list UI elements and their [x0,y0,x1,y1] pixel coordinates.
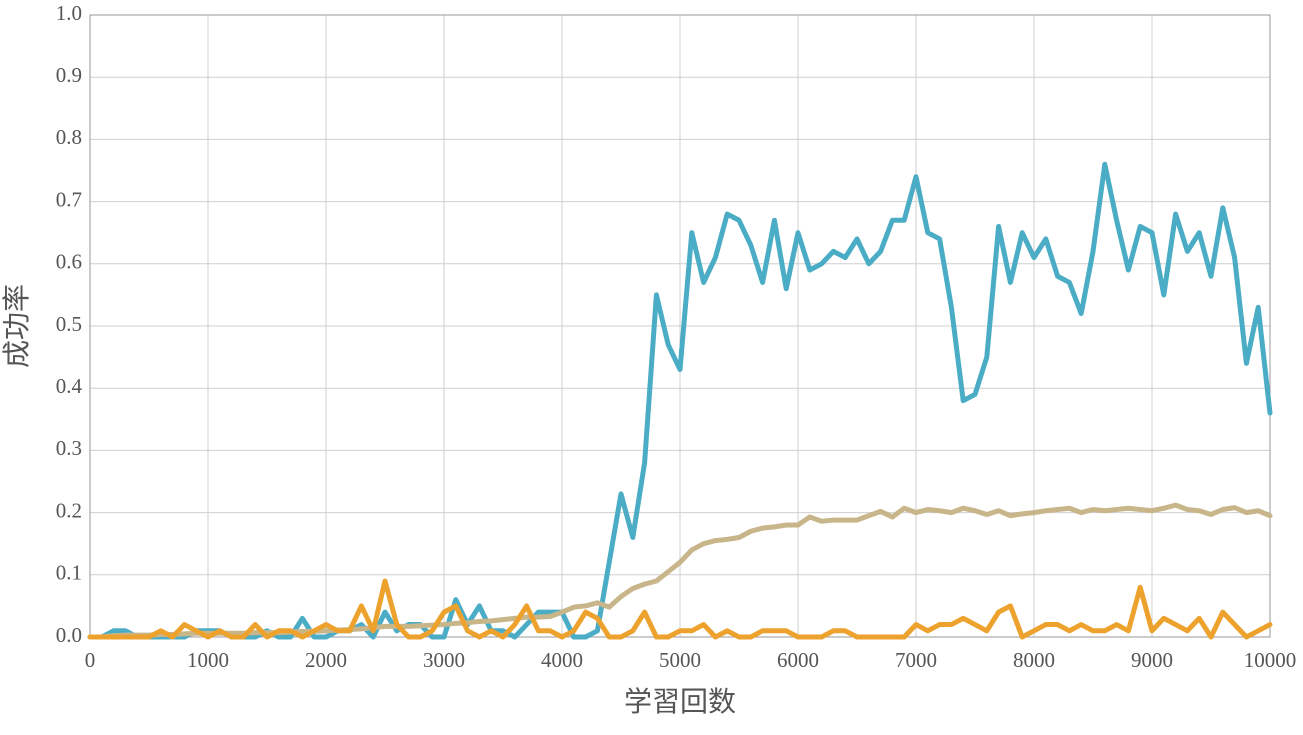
y-tick-label: 1.0 [56,1,82,25]
series-line [87,161,1273,640]
x-tick-label: 3000 [423,648,465,672]
x-tick-label: 10000 [1244,648,1297,672]
y-tick-label: 0.0 [56,623,82,647]
y-axis-title: 成功率 [0,284,33,368]
x-tick-label: 4000 [541,648,583,672]
y-tick-label: 0.8 [56,125,82,149]
y-tick-label: 0.5 [56,312,82,336]
y-tick-label: 0.1 [56,561,82,585]
y-tick-label: 0.9 [56,63,82,87]
x-tick-label: 6000 [777,648,819,672]
x-tick-label: 2000 [305,648,347,672]
x-tick-label: 0 [85,648,96,672]
y-tick-label: 0.7 [56,187,82,211]
y-tick-label: 0.4 [56,374,83,398]
plot-frame [89,14,1271,638]
series-line [87,578,1273,640]
y-tick-label: 0.6 [56,250,82,274]
x-tick-label: 7000 [895,648,937,672]
x-axis-title: 学習回数 [624,685,736,718]
x-tick-label: 9000 [1131,648,1173,672]
y-tick-label: 0.3 [56,436,82,460]
x-tick-label: 1000 [187,648,229,672]
x-tick-label: 8000 [1013,648,1055,672]
y-tick-label: 0.2 [56,498,82,522]
x-tick-label: 5000 [659,648,701,672]
